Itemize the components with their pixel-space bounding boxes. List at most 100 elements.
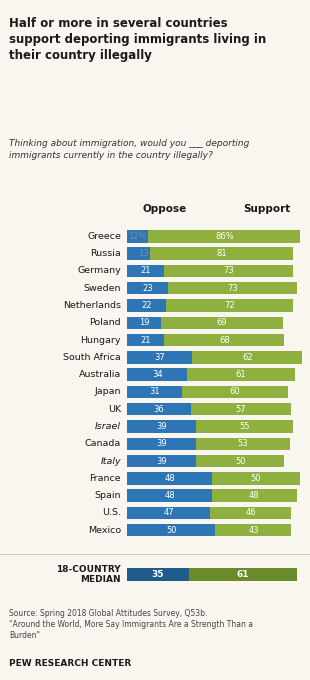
FancyBboxPatch shape [127, 334, 164, 346]
FancyBboxPatch shape [164, 334, 284, 346]
FancyBboxPatch shape [150, 248, 293, 260]
Text: 86%: 86% [215, 232, 234, 241]
FancyBboxPatch shape [127, 437, 196, 450]
Text: 22: 22 [141, 301, 152, 310]
Text: 69: 69 [216, 318, 227, 327]
FancyBboxPatch shape [127, 282, 168, 294]
FancyBboxPatch shape [161, 317, 283, 329]
Text: 72: 72 [224, 301, 235, 310]
Text: 47: 47 [163, 509, 174, 517]
Text: 57: 57 [236, 405, 246, 413]
Text: 39: 39 [156, 439, 167, 448]
FancyBboxPatch shape [127, 403, 191, 415]
Text: 43: 43 [248, 526, 259, 534]
FancyBboxPatch shape [127, 351, 193, 364]
FancyBboxPatch shape [164, 265, 293, 277]
Text: 13: 13 [138, 249, 148, 258]
Text: 21: 21 [140, 267, 151, 275]
FancyBboxPatch shape [168, 282, 297, 294]
Text: 53: 53 [237, 439, 248, 448]
Text: 21: 21 [140, 336, 151, 345]
Text: Sweden: Sweden [83, 284, 121, 293]
Text: Canada: Canada [85, 439, 121, 448]
Text: UK: UK [108, 405, 121, 413]
Text: 55: 55 [239, 422, 250, 431]
Text: 48: 48 [164, 474, 175, 483]
Text: 34: 34 [152, 370, 162, 379]
FancyBboxPatch shape [148, 231, 300, 243]
FancyBboxPatch shape [127, 568, 189, 581]
Text: Spain: Spain [95, 491, 121, 500]
FancyBboxPatch shape [189, 568, 297, 581]
Text: 50: 50 [166, 526, 176, 534]
FancyBboxPatch shape [127, 386, 182, 398]
Text: Japan: Japan [95, 388, 121, 396]
FancyBboxPatch shape [127, 472, 212, 485]
FancyBboxPatch shape [193, 351, 302, 364]
Text: 18-COUNTRY
MEDIAN: 18-COUNTRY MEDIAN [56, 565, 121, 584]
Text: 73: 73 [227, 284, 237, 293]
FancyBboxPatch shape [212, 472, 300, 485]
Text: France: France [89, 474, 121, 483]
Text: 62: 62 [242, 353, 253, 362]
FancyBboxPatch shape [196, 455, 284, 467]
Text: 39: 39 [156, 422, 167, 431]
Text: 19: 19 [139, 318, 149, 327]
Text: 12%: 12% [128, 232, 147, 241]
FancyBboxPatch shape [127, 231, 148, 243]
Text: 36: 36 [153, 405, 164, 413]
Text: Australia: Australia [79, 370, 121, 379]
Text: Greece: Greece [87, 232, 121, 241]
FancyBboxPatch shape [127, 299, 166, 311]
Text: Russia: Russia [90, 249, 121, 258]
FancyBboxPatch shape [127, 369, 187, 381]
FancyBboxPatch shape [212, 490, 297, 502]
Text: Source: Spring 2018 Global Attitudes Survey, Q53b.
"Around the World, More Say I: Source: Spring 2018 Global Attitudes Sur… [9, 609, 253, 640]
FancyBboxPatch shape [210, 507, 291, 519]
FancyBboxPatch shape [127, 490, 212, 502]
FancyBboxPatch shape [127, 265, 164, 277]
FancyBboxPatch shape [127, 524, 215, 537]
Text: Germany: Germany [77, 267, 121, 275]
FancyBboxPatch shape [166, 299, 293, 311]
Text: 39: 39 [156, 456, 167, 466]
Text: 50: 50 [235, 456, 246, 466]
FancyBboxPatch shape [127, 455, 196, 467]
Text: 50: 50 [251, 474, 261, 483]
Text: 81: 81 [216, 249, 227, 258]
Text: Hungary: Hungary [80, 336, 121, 345]
FancyBboxPatch shape [196, 420, 293, 432]
FancyBboxPatch shape [127, 507, 210, 519]
FancyBboxPatch shape [182, 386, 288, 398]
Text: Netherlands: Netherlands [63, 301, 121, 310]
Text: 23: 23 [142, 284, 153, 293]
Text: 61: 61 [236, 370, 246, 379]
Text: Support: Support [243, 204, 290, 214]
FancyBboxPatch shape [215, 524, 291, 537]
Text: U.S.: U.S. [102, 509, 121, 517]
FancyBboxPatch shape [191, 403, 291, 415]
Text: 31: 31 [149, 388, 160, 396]
Text: Poland: Poland [89, 318, 121, 327]
FancyBboxPatch shape [127, 248, 150, 260]
Text: 48: 48 [249, 491, 260, 500]
FancyBboxPatch shape [127, 420, 196, 432]
Text: South Africa: South Africa [63, 353, 121, 362]
FancyBboxPatch shape [196, 437, 290, 450]
Text: PEW RESEARCH CENTER: PEW RESEARCH CENTER [9, 659, 131, 668]
FancyBboxPatch shape [187, 369, 295, 381]
Text: 61: 61 [237, 570, 249, 579]
Text: Half or more in several countries
support deporting immigrants living in
their c: Half or more in several countries suppor… [9, 17, 267, 62]
Text: 46: 46 [246, 509, 256, 517]
Text: 37: 37 [154, 353, 165, 362]
Text: Mexico: Mexico [88, 526, 121, 534]
Text: Italy: Italy [100, 456, 121, 466]
Text: 60: 60 [230, 388, 240, 396]
Text: 35: 35 [152, 570, 164, 579]
Text: Israel: Israel [95, 422, 121, 431]
FancyBboxPatch shape [127, 317, 161, 329]
Text: 68: 68 [219, 336, 230, 345]
Text: 73: 73 [223, 267, 234, 275]
Text: Thinking about immigration, would you ___ deporting
immigrants currently in the : Thinking about immigration, would you __… [9, 139, 250, 160]
Text: 48: 48 [164, 491, 175, 500]
